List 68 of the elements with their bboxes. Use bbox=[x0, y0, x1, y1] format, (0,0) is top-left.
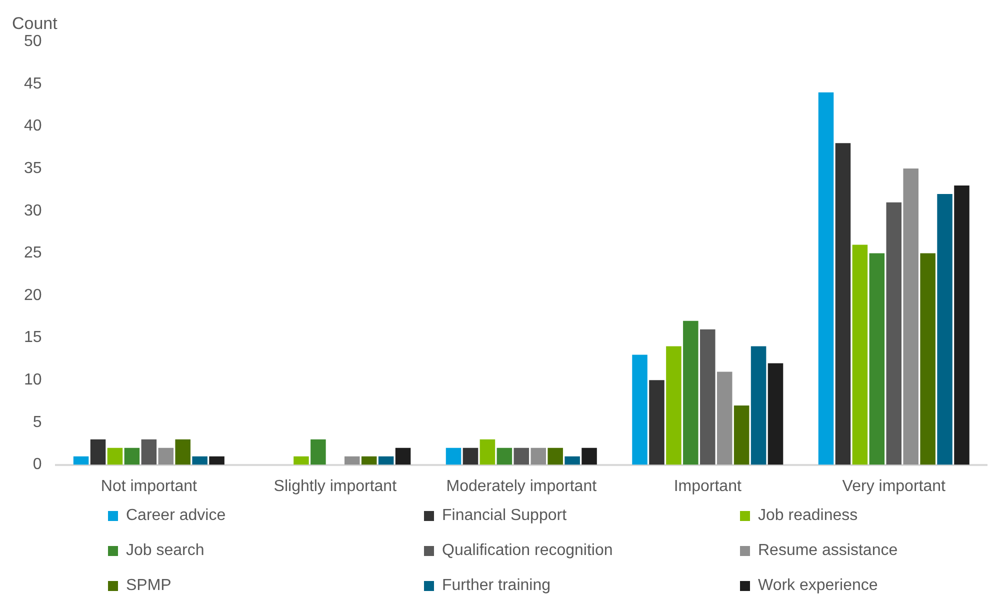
y-tick-label: 30 bbox=[24, 202, 42, 220]
bar bbox=[73, 456, 89, 465]
bar bbox=[700, 329, 716, 465]
bar bbox=[564, 456, 580, 465]
y-tick-label: 50 bbox=[24, 33, 42, 50]
x-tick-label: Important bbox=[674, 478, 742, 495]
bar bbox=[632, 354, 648, 465]
bar bbox=[666, 346, 682, 465]
y-tick-label: 5 bbox=[32, 414, 42, 431]
bar bbox=[209, 456, 224, 465]
bar bbox=[548, 448, 563, 465]
legend-label: SPMP bbox=[126, 577, 172, 595]
bar bbox=[395, 448, 411, 465]
bar bbox=[192, 456, 208, 465]
bar bbox=[158, 448, 174, 465]
bar bbox=[886, 202, 902, 465]
bar bbox=[361, 456, 377, 465]
bar bbox=[378, 456, 394, 465]
bar bbox=[954, 185, 970, 465]
bar bbox=[750, 346, 766, 465]
bar bbox=[514, 448, 530, 465]
bar bbox=[716, 372, 732, 465]
bar bbox=[869, 253, 885, 465]
bar bbox=[462, 448, 478, 465]
x-tick-label: Moderately important bbox=[446, 478, 598, 495]
bar bbox=[480, 439, 496, 465]
bar bbox=[835, 143, 851, 465]
x-tick-label: Slightly important bbox=[274, 478, 398, 495]
bar bbox=[107, 448, 123, 465]
legend-label: Resume assistance bbox=[758, 542, 898, 560]
y-tick-label: 35 bbox=[24, 160, 42, 177]
bar bbox=[818, 92, 834, 465]
legend-label: Qualification recognition bbox=[442, 542, 613, 560]
bar bbox=[446, 448, 462, 465]
bar bbox=[496, 448, 512, 465]
bar bbox=[768, 363, 784, 465]
legend-label: Further training bbox=[442, 577, 550, 595]
bar bbox=[310, 439, 326, 465]
x-tick-label: Very important bbox=[842, 478, 946, 495]
y-tick-label: 20 bbox=[24, 286, 42, 304]
bar bbox=[649, 380, 664, 465]
bar bbox=[141, 439, 157, 465]
bar bbox=[90, 439, 106, 465]
x-tick-label: Not important bbox=[100, 478, 198, 495]
bar bbox=[683, 320, 698, 465]
bar bbox=[582, 448, 597, 465]
y-axis-title: Count bbox=[12, 14, 58, 34]
y-tick-label: 10 bbox=[24, 372, 42, 389]
y-tick-label: 25 bbox=[24, 244, 42, 262]
y-tick-label: 40 bbox=[24, 118, 42, 135]
bar bbox=[175, 439, 190, 465]
bar bbox=[734, 406, 750, 465]
bar bbox=[344, 456, 360, 465]
bar bbox=[530, 448, 546, 465]
bar bbox=[852, 244, 868, 465]
y-tick-label: 45 bbox=[24, 75, 42, 92]
bar bbox=[903, 168, 918, 465]
legend-label: Financial Support bbox=[442, 507, 567, 525]
legend-label: Job readiness bbox=[758, 507, 858, 525]
y-tick-label: 0 bbox=[32, 456, 42, 474]
bar bbox=[124, 448, 140, 465]
bar bbox=[294, 456, 309, 465]
legend-label: Work experience bbox=[758, 577, 878, 595]
y-tick-label: 15 bbox=[24, 329, 42, 346]
legend-label: Career advice bbox=[126, 507, 226, 525]
bar bbox=[937, 194, 952, 465]
bar bbox=[920, 253, 936, 465]
legend-label: Job search bbox=[126, 542, 204, 560]
